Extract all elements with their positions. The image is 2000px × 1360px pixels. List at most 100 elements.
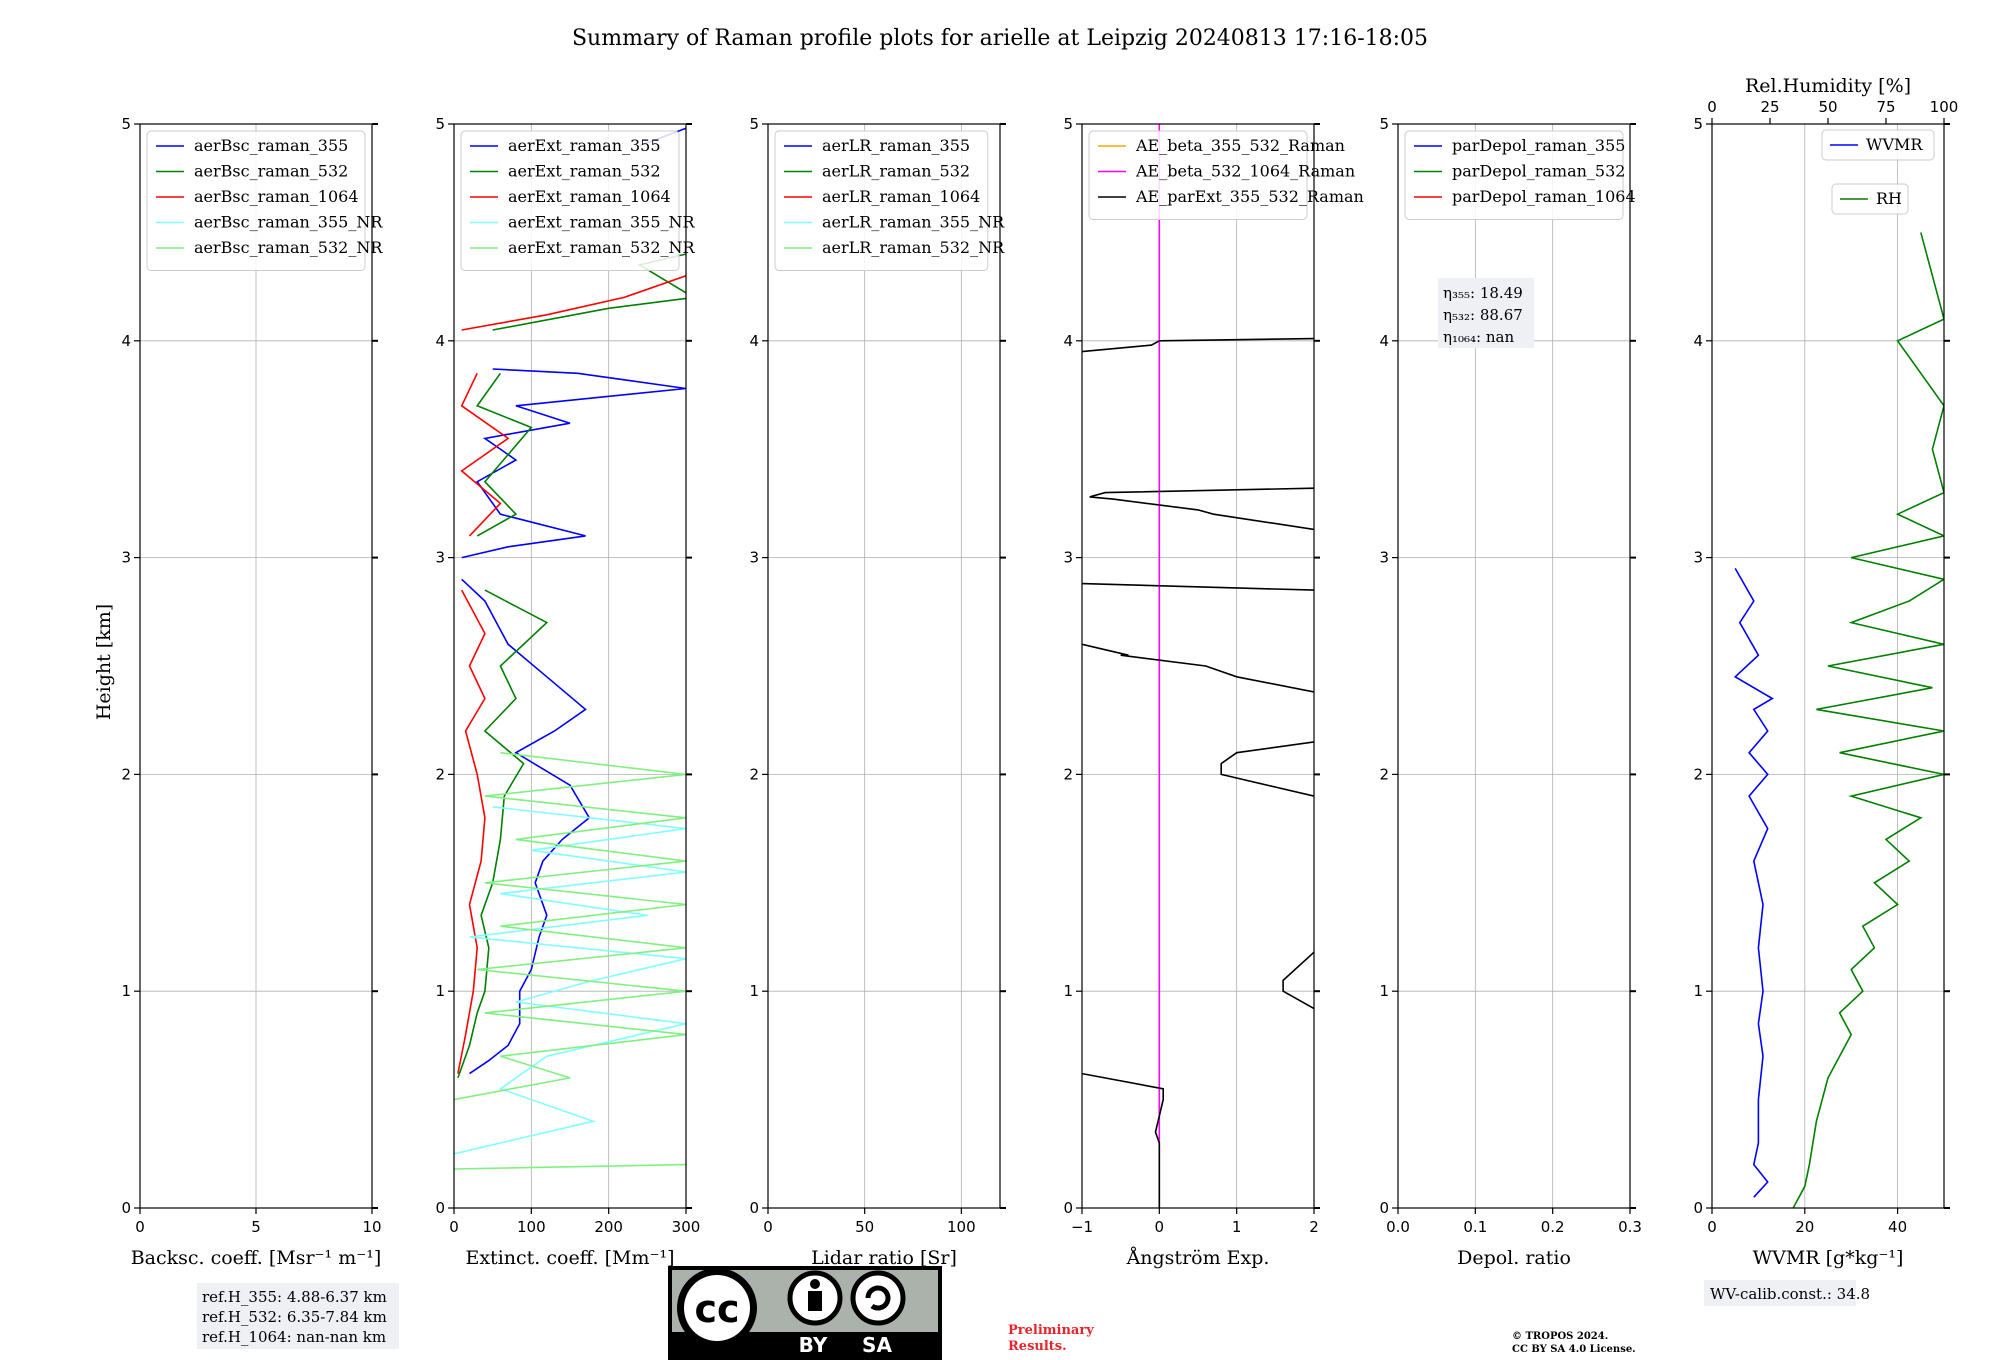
x-tick-label: 0.2	[1541, 1218, 1565, 1236]
cc-icon-inner	[684, 1275, 750, 1341]
x-tick-label: 0	[449, 1218, 459, 1236]
x-tick-label: 10	[362, 1218, 381, 1236]
figure-title: Summary of Raman profile plots for ariel…	[572, 26, 1428, 51]
y-tick-label: 0	[435, 1199, 445, 1217]
eta-1064-text: η₁₀₆₄: nan	[1443, 328, 1514, 346]
sa-icon-arrow	[865, 1285, 891, 1311]
y-tick-label: 3	[435, 549, 445, 567]
preliminary-line-2: Results.	[1008, 1339, 1067, 1354]
y-tick-label: 2	[749, 765, 759, 783]
refh-532-text: ref.H_532: 6.35-7.84 km	[202, 1308, 387, 1326]
y-tick-label: 0	[1063, 1199, 1073, 1217]
series-line-AE_parExt_355_532_Raman	[1082, 337, 1314, 1208]
y-tick-label: 4	[749, 332, 759, 350]
legend-entry: aerLR_raman_1064	[822, 187, 980, 206]
panel-1: 0 1 2 3 4 5 0 5 10 Backsc. coeff. [Msr⁻¹ m⁻¹] aerB…	[121, 115, 383, 1269]
legend-box	[774, 130, 989, 271]
series-line-WVMR	[1733, 568, 1774, 1198]
legend-box	[1088, 130, 1308, 220]
series-line-aerExt_raman_1064	[457, 275, 686, 1074]
y-tick-label: 3	[1063, 549, 1073, 567]
panel-frame	[767, 123, 1001, 1209]
x2-tick-label: 75	[1876, 98, 1895, 116]
x-axis-label: Ångström Exp.	[1126, 1247, 1270, 1269]
legend: aerExt_raman_355 aerExt_raman_532 aerExt_r…	[460, 130, 696, 271]
refh-355-text: ref.H_355: 4.88-6.37 km	[202, 1288, 387, 1306]
y-tick-label: 5	[121, 115, 131, 133]
x-axis-label: Backsc. coeff. [Msr⁻¹ m⁻¹]	[131, 1247, 382, 1269]
y-tick-label: 5	[1379, 115, 1389, 133]
eta-box-bg	[1438, 278, 1534, 348]
legend-entry: aerBsc_raman_532	[194, 162, 348, 181]
refh-box: ref.H_355: 4.88-6.37 km ref.H_532: 6.35-…	[197, 1283, 399, 1349]
y-tick-label: 1	[1693, 982, 1703, 1000]
wv-calib-bg	[1704, 1280, 1856, 1306]
by-icon-body	[808, 1291, 822, 1311]
x-tick-label: 0.0	[1386, 1218, 1410, 1236]
legend-entry: parDepol_raman_532	[1452, 162, 1625, 181]
panel-frame	[1081, 123, 1315, 1209]
y-tick-label: 2	[1063, 765, 1073, 783]
y-tick-label: 0	[1693, 1199, 1703, 1217]
y-axis-label: Height [km]	[93, 604, 115, 720]
x-tick-label: 20	[1795, 1218, 1814, 1236]
legend-entry: aerLR_raman_532	[822, 162, 970, 181]
panel-frame	[1397, 123, 1631, 1209]
x-tick-label: 300	[672, 1218, 701, 1236]
y-tick-label: 4	[435, 332, 445, 350]
legend-entry: aerExt_raman_532	[508, 162, 661, 181]
y-tick-label: 2	[1379, 765, 1389, 783]
legend-entry: aerBsc_raman_1064	[194, 187, 359, 206]
legend: aerLR_raman_355 aerLR_raman_532 aerLR_rama…	[774, 130, 1005, 271]
by-label: BY	[799, 1333, 828, 1357]
legend-entry: aerLR_raman_355	[822, 136, 970, 155]
legend-entry: AE_parExt_355_532_Raman	[1135, 187, 1364, 206]
legend-entry: aerLR_raman_532_NR	[822, 238, 1005, 257]
x-tick-label: 100	[947, 1218, 976, 1236]
y-tick-label: 1	[749, 982, 759, 1000]
legend-RH: RH	[1831, 183, 1909, 215]
legend-entry: RH	[1876, 189, 1902, 208]
legend-entry: aerExt_raman_355_NR	[508, 213, 696, 232]
x2-tick-label: 25	[1760, 98, 1779, 116]
y-tick-label: 5	[749, 115, 759, 133]
y-tick-label: 5	[1063, 115, 1073, 133]
legend-entry: AE_beta_532_1064_Raman	[1135, 162, 1355, 181]
legend-entry: aerBsc_raman_355	[194, 136, 348, 155]
x-tick-label: 50	[855, 1218, 874, 1236]
preliminary-line-1: Preliminary	[1008, 1323, 1094, 1338]
x-tick-label: 200	[594, 1218, 623, 1236]
x-tick-label: 2	[1309, 1218, 1319, 1236]
x2-tick-label: 100	[1930, 98, 1959, 116]
wv-calib-text: WV-calib.const.: 34.8	[1710, 1285, 1870, 1303]
legend: parDepol_raman_355 parDepol_raman_532 parD…	[1404, 130, 1636, 220]
legend-entry: aerExt_raman_1064	[508, 187, 671, 206]
cc-icon-text: cc	[694, 1287, 739, 1331]
legend-entry: aerExt_raman_532_NR	[508, 238, 696, 257]
legend-entry: AE_beta_355_532_Raman	[1135, 136, 1345, 155]
series-line-RH	[1792, 232, 1944, 1208]
y-tick-label: 2	[121, 765, 131, 783]
y-tick-label: 3	[121, 549, 131, 567]
y-tick-label: 3	[1693, 549, 1703, 567]
x-tick-label: 1	[1232, 1218, 1242, 1236]
legend-entry: aerBsc_raman_355_NR	[194, 213, 383, 232]
y-tick-label: 0	[1379, 1199, 1389, 1217]
legend-box	[1831, 183, 1909, 215]
y-tick-label: 2	[435, 765, 445, 783]
y-tick-label: 0	[121, 1199, 131, 1217]
x-tick-label: −1	[1071, 1218, 1093, 1236]
x-axis-label: WVMR [g*kg⁻¹]	[1753, 1247, 1904, 1269]
y-tick-label: 4	[1693, 332, 1703, 350]
legend: aerBsc_raman_355 aerBsc_raman_532 aerBsc_r…	[146, 130, 383, 271]
legend-entry: aerExt_raman_355	[508, 136, 661, 155]
x-axis-label: Extinct. coeff. [Mm⁻¹]	[465, 1247, 674, 1269]
legend-box	[1404, 130, 1624, 220]
x-tick-label: 100	[517, 1218, 546, 1236]
x-tick-label: 0.3	[1618, 1218, 1642, 1236]
y-tick-label: 3	[1379, 549, 1389, 567]
